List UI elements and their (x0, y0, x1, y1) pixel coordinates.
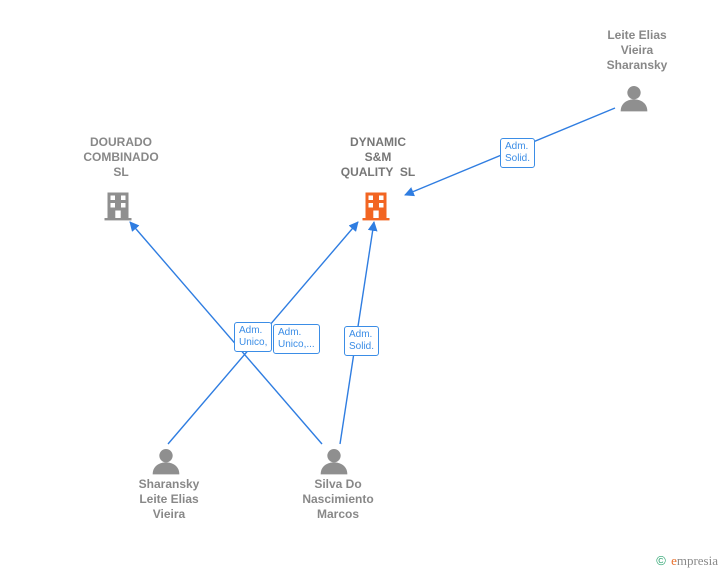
node-label-silva: Silva Do Nascimiento Marcos (278, 477, 398, 522)
node-label-dynamic: DYNAMIC S&M QUALITY SL (313, 135, 443, 180)
person-icon (618, 82, 650, 119)
brand-rest: mpresia (677, 553, 718, 568)
copyright-symbol: © (656, 553, 666, 568)
edge-badge: Adm. Unico,... (273, 324, 320, 354)
node-label-sharansky: Sharansky Leite Elias Vieira (114, 477, 224, 522)
building-icon (358, 188, 394, 229)
edge-badge: Adm. Unico, (234, 322, 272, 352)
node-label-dourado: DOURADO COMBINADO SL (66, 135, 176, 180)
edge-badge: Adm. Solid. (344, 326, 379, 356)
footer-watermark: © empresia (656, 553, 718, 569)
node-label-leite: Leite Elias Vieira Sharansky (582, 28, 692, 73)
building-icon (100, 188, 136, 229)
edge-badge: Adm. Solid. (500, 138, 535, 168)
